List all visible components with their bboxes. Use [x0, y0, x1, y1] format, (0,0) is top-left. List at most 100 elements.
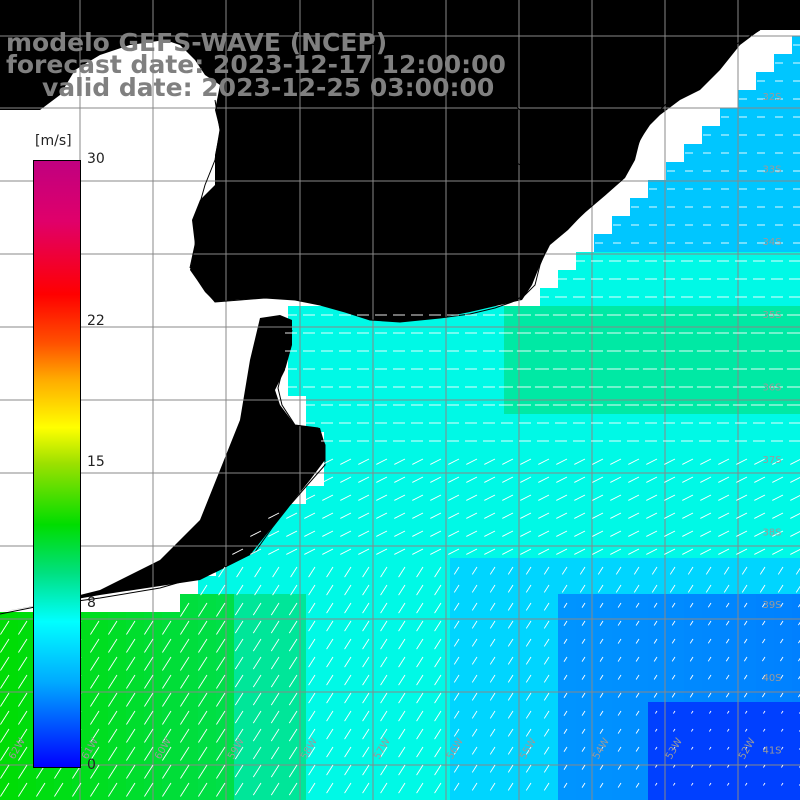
wind-arrow	[326, 674, 334, 686]
field-cell	[792, 558, 800, 576]
wind-arrow	[270, 638, 280, 652]
wind-arrow	[525, 710, 532, 719]
wind-arrow	[340, 494, 352, 501]
wind-arrow	[761, 620, 766, 626]
wind-arrow	[126, 782, 136, 797]
wind-arrow	[412, 548, 424, 555]
wind-arrow	[653, 656, 658, 662]
wind-arrow	[635, 656, 640, 662]
wind-arrow	[198, 638, 208, 653]
wind-arrow	[781, 746, 784, 750]
field-cell	[792, 684, 800, 702]
wind-arrow	[741, 566, 748, 575]
wind-arrow	[380, 656, 388, 668]
wind-arrow	[709, 728, 712, 732]
wind-arrow	[466, 458, 478, 465]
wind-arrow	[308, 638, 316, 650]
field-cell	[792, 720, 800, 738]
field-cell	[792, 576, 800, 594]
wind-arrow	[754, 458, 766, 465]
latitude-label: 32S	[762, 92, 781, 103]
wind-arrow	[90, 782, 100, 797]
colorbar-tick-label: 0	[87, 757, 96, 773]
wind-arrow	[628, 494, 640, 501]
wind-arrow	[502, 458, 514, 465]
wind-arrow	[707, 620, 712, 626]
wind-arrow	[653, 674, 658, 680]
wind-arrow	[543, 764, 550, 773]
wind-arrow	[635, 764, 640, 770]
wind-arrow	[380, 764, 388, 776]
wind-arrow	[561, 566, 568, 575]
field-cell	[90, 792, 108, 800]
wind-arrow	[453, 566, 460, 575]
wind-arrow	[718, 530, 730, 537]
wind-arrow	[489, 692, 496, 701]
wind-arrow	[416, 710, 424, 722]
wind-arrow	[635, 746, 640, 752]
wind-arrow	[795, 585, 800, 593]
wind-arrow	[358, 476, 370, 483]
wind-arrow	[394, 512, 406, 519]
wind-arrow	[288, 782, 298, 796]
wind-arrow	[308, 710, 316, 722]
field-cell	[792, 738, 800, 756]
wind-arrow	[599, 728, 604, 734]
wind-arrow	[777, 584, 784, 593]
wind-arrow	[723, 566, 730, 575]
wind-arrow	[671, 692, 676, 698]
wind-arrow	[180, 728, 190, 743]
wind-arrow	[162, 674, 172, 689]
wind-arrow	[198, 692, 208, 707]
wind-arrow	[36, 782, 46, 797]
wind-arrow	[489, 566, 496, 575]
wind-arrow	[471, 782, 478, 791]
wind-arrow	[628, 512, 640, 519]
wind-arrow	[326, 656, 334, 668]
wind-arrow	[144, 710, 154, 725]
wind-arrow	[162, 710, 172, 725]
wind-arrow	[538, 548, 550, 555]
wind-arrow	[252, 620, 262, 634]
wind-arrow	[725, 620, 730, 626]
wind-arrow	[709, 710, 712, 714]
wind-arrow	[272, 566, 280, 578]
field-cell	[684, 792, 702, 800]
wind-arrow	[308, 692, 316, 704]
wind-arrow	[448, 458, 460, 465]
wind-arrow	[362, 584, 370, 596]
wind-arrow	[108, 728, 118, 743]
wind-arrow	[635, 782, 640, 788]
wind-arrow	[322, 476, 334, 483]
wind-arrow	[200, 584, 208, 596]
wind-arrow	[288, 728, 298, 742]
wind-arrow	[525, 692, 532, 701]
title-valid-date: valid date: 2023-12-25 03:00:00	[42, 73, 495, 102]
wind-arrow	[615, 584, 622, 593]
wind-arrow	[0, 710, 10, 725]
wind-arrow	[646, 458, 658, 465]
field-cell	[666, 792, 684, 800]
wind-arrow	[581, 746, 586, 752]
wind-arrow	[398, 728, 406, 740]
wind-arrow	[790, 513, 800, 519]
wind-arrow	[669, 566, 676, 575]
wind-arrow	[466, 548, 478, 555]
wind-arrow	[162, 782, 172, 797]
field-cell	[162, 792, 180, 800]
wind-arrow	[448, 530, 460, 537]
wind-arrow	[754, 512, 766, 519]
wind-arrow	[581, 692, 586, 698]
wind-arrow	[108, 638, 118, 653]
wind-arrow	[18, 728, 28, 743]
wind-arrow	[543, 746, 550, 755]
wind-arrow	[272, 584, 280, 596]
wind-arrow	[308, 656, 316, 668]
wind-arrow	[288, 620, 298, 634]
wind-arrow	[453, 602, 460, 611]
wind-arrow	[617, 656, 622, 662]
wind-arrow	[790, 549, 800, 555]
wind-arrow	[489, 584, 496, 593]
wind-arrow	[691, 764, 694, 768]
